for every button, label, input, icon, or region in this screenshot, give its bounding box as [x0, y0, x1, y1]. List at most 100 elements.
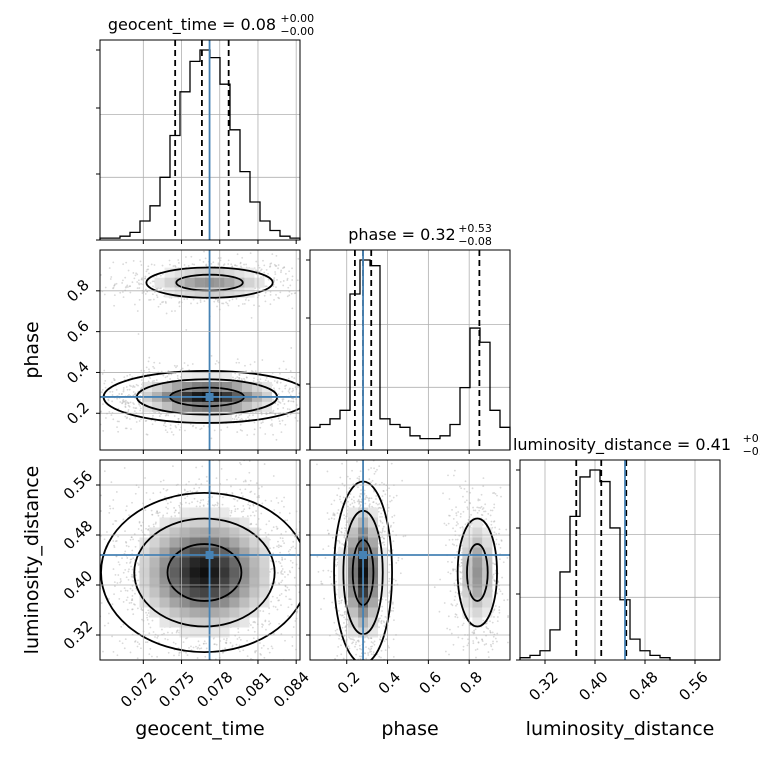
sample-point [174, 515, 177, 517]
sample-point [121, 291, 124, 293]
sample-point [253, 630, 256, 633]
sample-point [276, 608, 279, 611]
sample-point [278, 420, 281, 423]
y-tick-label: 0.56 [60, 467, 96, 503]
sample-point [93, 387, 95, 389]
sample-point [178, 654, 180, 657]
sample-point [303, 589, 305, 591]
sample-point [185, 329, 188, 331]
sample-point [337, 396, 339, 398]
sample-point [319, 397, 321, 399]
density-cell [179, 527, 190, 538]
density-cell [152, 381, 163, 392]
sample-point [88, 539, 90, 541]
sample-point [264, 499, 267, 502]
sample-point [112, 507, 115, 510]
sample-point [113, 379, 116, 382]
sample-point [249, 491, 252, 494]
sample-point [273, 277, 276, 279]
sample-point [140, 418, 142, 421]
sample-point [334, 658, 336, 660]
sample-point [146, 618, 149, 621]
sample-point [113, 581, 116, 584]
sample-point [242, 505, 245, 507]
sample-point [297, 386, 299, 389]
sample-point [283, 496, 286, 499]
density-cell [159, 577, 170, 588]
sample-point [138, 287, 141, 289]
sample-point [237, 304, 240, 307]
density-cell [172, 381, 183, 392]
sample-point [288, 512, 291, 515]
sample-point [301, 473, 303, 475]
density-cell [209, 597, 220, 608]
sample-point [185, 637, 187, 640]
sample-point [293, 535, 296, 538]
sample-point [169, 501, 172, 504]
density-cell [164, 277, 175, 288]
sample-point [289, 548, 292, 551]
sample-point [392, 496, 395, 499]
sample-point [236, 431, 239, 433]
sample-point [301, 396, 303, 398]
density-cell [229, 577, 240, 588]
sample-point [339, 495, 342, 498]
sample-point [276, 279, 278, 281]
sample-point [106, 531, 108, 533]
sample-point [95, 396, 97, 398]
sample-point [288, 270, 291, 273]
sample-point [235, 361, 238, 364]
density-cell [202, 411, 213, 422]
sample-point [124, 638, 127, 641]
sample-point [288, 598, 291, 601]
sample-point [222, 496, 224, 499]
density-cell [199, 537, 210, 548]
sample-point [280, 565, 283, 568]
x-tick-label: 0.078 [193, 668, 236, 711]
sample-point [330, 517, 333, 520]
sample-point [125, 576, 128, 579]
sample-point [175, 631, 178, 634]
sample-point [148, 525, 150, 527]
sample-point [269, 622, 272, 625]
sample-point [190, 645, 192, 648]
sample-point [267, 380, 270, 383]
sample-point [276, 527, 279, 530]
sample-point [277, 540, 279, 543]
density-cell [244, 277, 255, 288]
density-cell [249, 537, 260, 548]
sample-point [114, 573, 117, 576]
sample-point [280, 269, 283, 272]
sample-point [110, 481, 113, 484]
sample-point [378, 626, 380, 629]
sample-point [239, 488, 242, 491]
sample-point [199, 299, 202, 302]
sample-point [164, 376, 167, 379]
sample-point [255, 260, 258, 263]
sample-point [272, 398, 274, 401]
sample-point [263, 294, 266, 297]
sample-point [156, 636, 159, 639]
sample-point [118, 393, 121, 395]
sample-point [131, 568, 134, 571]
sample-point [305, 281, 307, 283]
sample-point [315, 406, 317, 408]
sample-point [87, 402, 89, 404]
sample-point [231, 265, 234, 268]
density-axes [99, 249, 301, 451]
sample-point [92, 572, 94, 574]
sample-point [91, 610, 93, 612]
sample-point [216, 305, 218, 308]
sample-point [140, 524, 142, 527]
sample-point [258, 266, 261, 269]
sample-point [162, 424, 165, 427]
sample-point [168, 259, 171, 262]
density-cell [179, 587, 190, 598]
sample-point [296, 610, 299, 613]
sample-point [287, 390, 290, 393]
sample-point [132, 391, 135, 393]
sample-point [124, 550, 127, 553]
sample-point [222, 455, 224, 457]
contour-line [133, 517, 276, 628]
sample-point [101, 373, 104, 375]
